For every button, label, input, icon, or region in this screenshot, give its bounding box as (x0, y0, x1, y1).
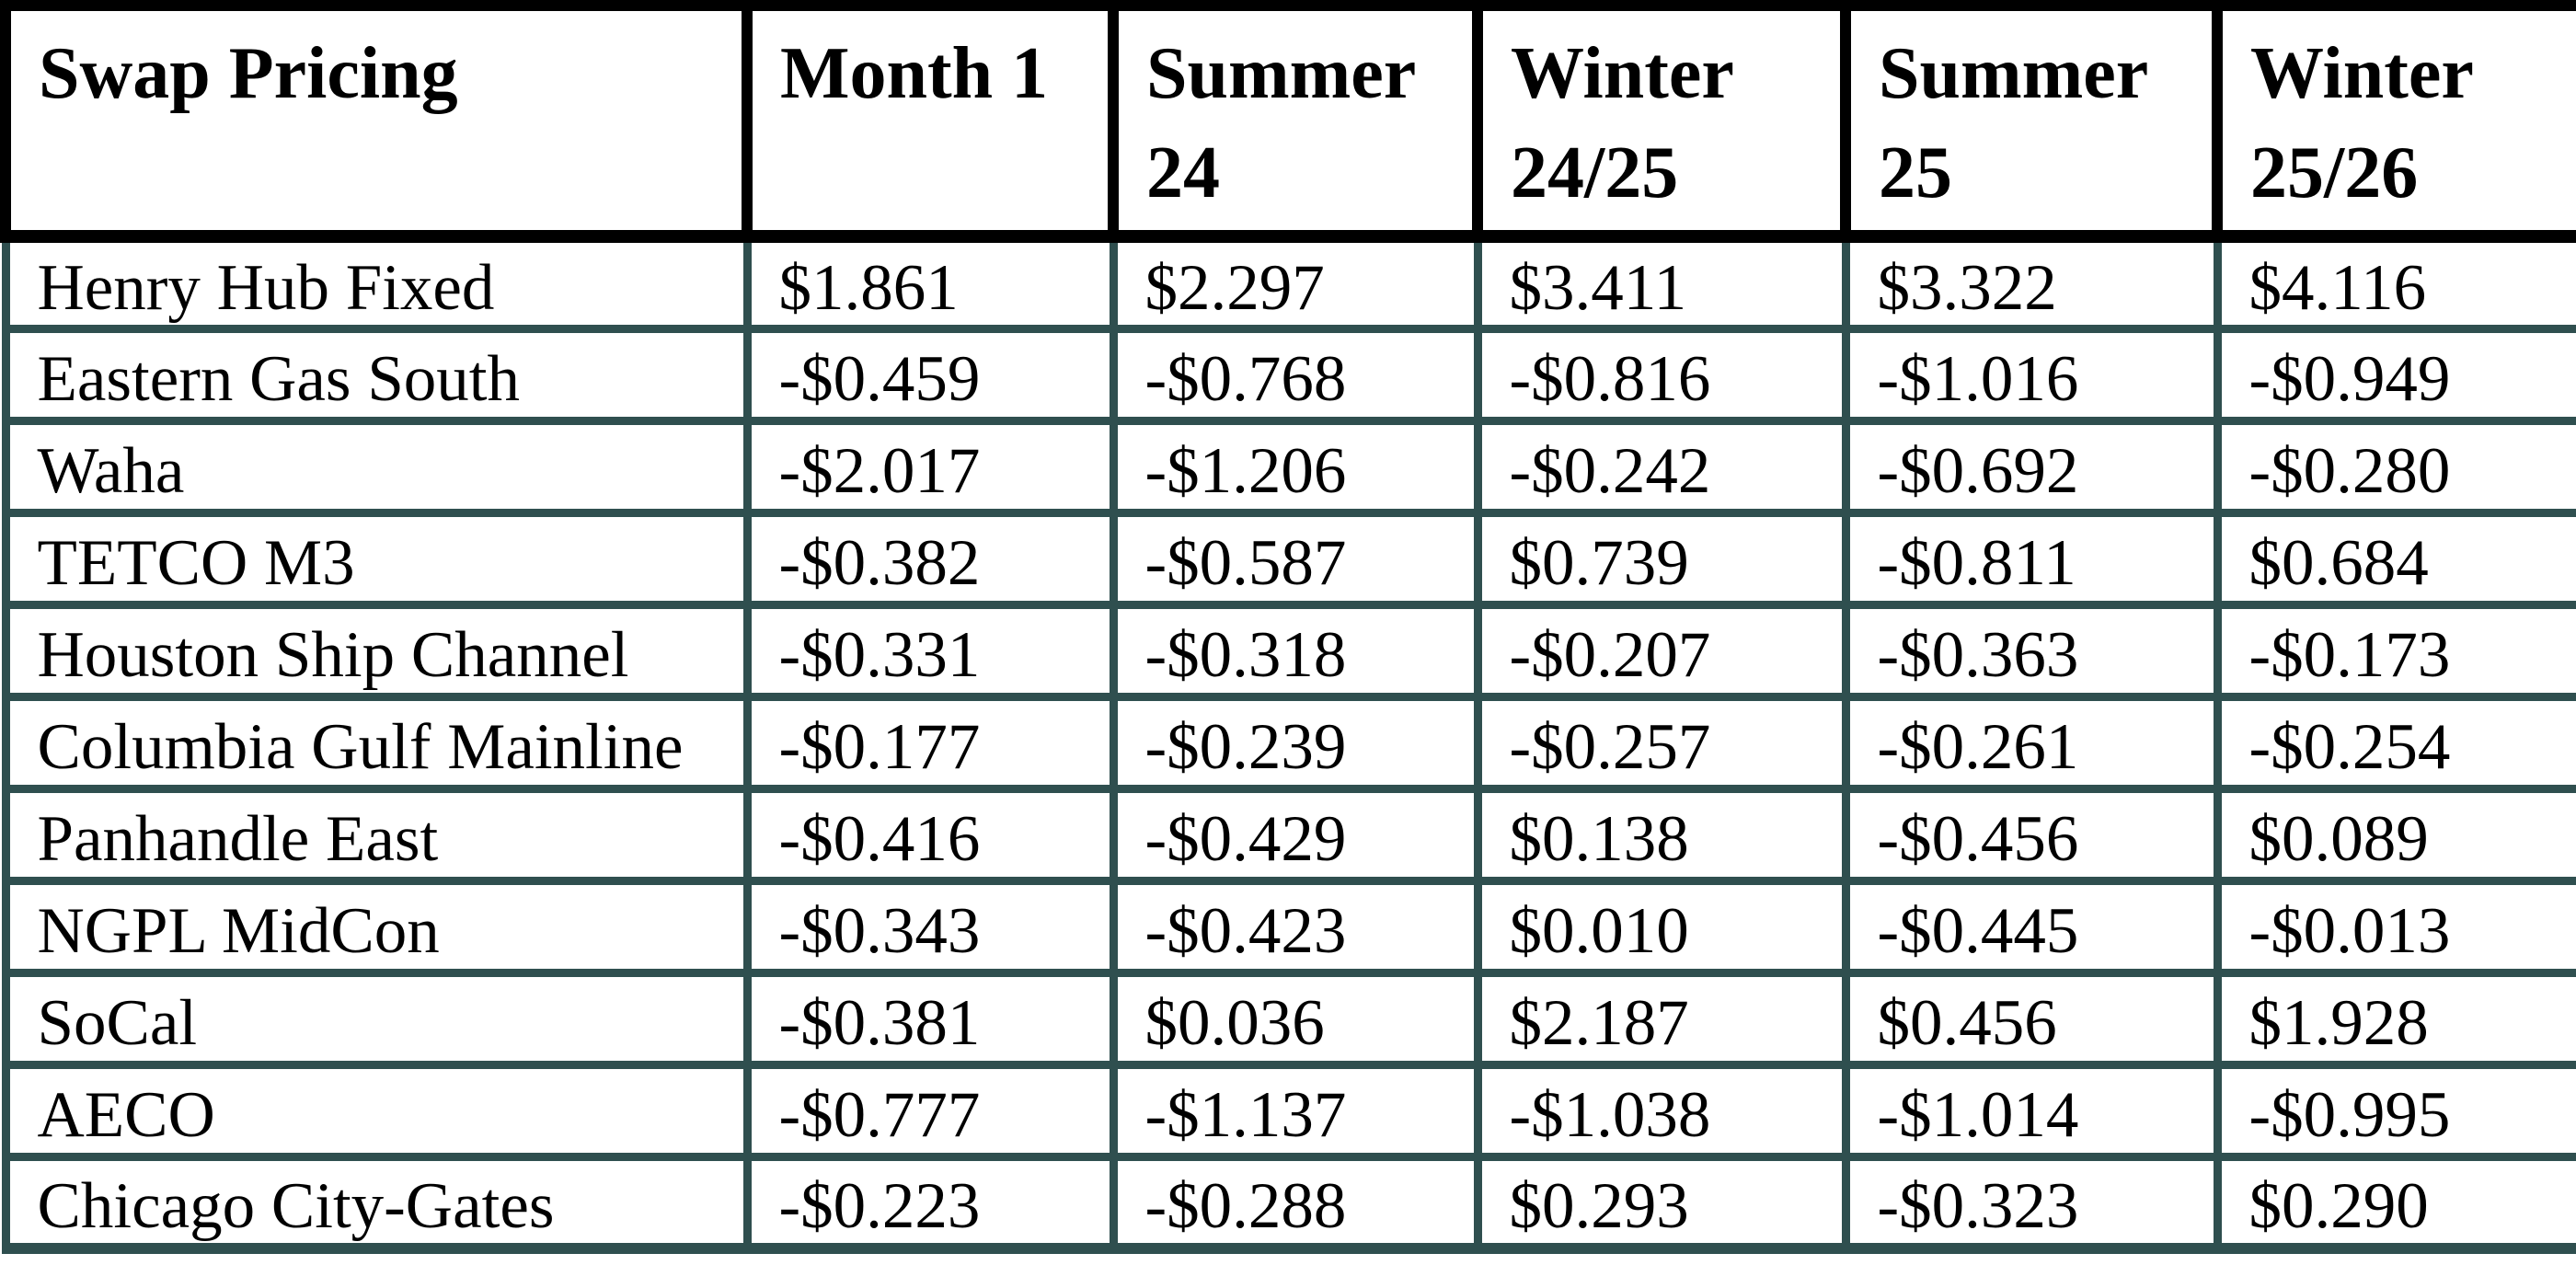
price-cell: -$0.261 (1841, 692, 2222, 793)
price-cell: $2.297 (1109, 232, 1482, 333)
table-row: Columbia Gulf Mainline -$0.177 -$0.239 -$0.… (1, 692, 2576, 793)
price-cell: $3.411 (1473, 232, 1850, 333)
row-label: Eastern Gas South (1, 324, 752, 425)
price-cell: -$0.257 (1473, 692, 1850, 793)
price-cell: $0.456 (1841, 968, 2222, 1069)
column-header-1: Month 1 (742, 0, 1119, 243)
table-row: TETCO M3 -$0.382 -$0.587 $0.739 -$0.811 $0.68… (1, 508, 2576, 609)
row-label: NGPL MidCon (1, 876, 752, 977)
row-label: Houston Ship Channel (1, 600, 752, 701)
price-cell: -$0.363 (1841, 600, 2222, 701)
price-cell: $1.861 (742, 232, 1118, 333)
row-label: Chicago City-Gates (1, 1152, 752, 1254)
price-cell: $0.138 (1473, 784, 1850, 885)
table-title-header: Swap Pricing (0, 0, 753, 243)
table-row: AECO -$0.777 -$1.137 -$1.038 -$1.014 -$0.995 (1, 1060, 2576, 1161)
price-cell: $0.684 (2213, 508, 2576, 609)
price-cell: -$0.239 (1109, 692, 1482, 793)
column-header-3: Winter 24/25 (1472, 0, 1851, 243)
price-cell: -$0.768 (1109, 324, 1482, 425)
price-cell: -$2.017 (742, 416, 1118, 517)
row-label: Columbia Gulf Mainline (1, 692, 752, 793)
price-cell: $2.187 (1473, 968, 1850, 1069)
price-cell: -$0.288 (1109, 1152, 1482, 1254)
price-cell: -$0.254 (2213, 692, 2576, 793)
table-row: Houston Ship Channel -$0.331 -$0.318 -$0.20… (1, 600, 2576, 701)
price-cell: -$0.381 (742, 968, 1118, 1069)
price-cell: -$1.038 (1473, 1060, 1850, 1161)
price-cell: -$0.995 (2213, 1060, 2576, 1161)
column-header-2: Summer 24 (1108, 0, 1483, 243)
price-cell: -$0.416 (742, 784, 1118, 885)
row-label: TETCO M3 (1, 508, 752, 609)
price-cell: -$0.423 (1109, 876, 1482, 977)
table-row: Chicago City-Gates -$0.223 -$0.288 $0.293 -$… (1, 1152, 2576, 1254)
price-cell: -$0.445 (1841, 876, 2222, 977)
row-label: Panhandle East (1, 784, 752, 885)
price-cell: -$0.459 (742, 324, 1118, 425)
price-cell: $0.036 (1109, 968, 1482, 1069)
price-cell: -$0.280 (2213, 416, 2576, 517)
price-cell: -$0.816 (1473, 324, 1850, 425)
price-cell: -$0.242 (1473, 416, 1850, 517)
price-cell: $0.010 (1473, 876, 1850, 977)
price-cell: $1.928 (2213, 968, 2576, 1069)
row-label: Waha (1, 416, 752, 517)
row-label: SoCal (1, 968, 752, 1069)
price-cell: -$0.949 (2213, 324, 2576, 425)
table-row: Eastern Gas South -$0.459 -$0.768 -$0.816 -$… (1, 324, 2576, 425)
price-cell: -$0.323 (1841, 1152, 2222, 1254)
price-cell: -$0.587 (1109, 508, 1482, 609)
row-label: Henry Hub Fixed (1, 232, 752, 333)
table-row: Waha -$2.017 -$1.206 -$0.242 -$0.692 -$0.280 (1, 416, 2576, 517)
price-cell: -$0.382 (742, 508, 1118, 609)
price-cell: -$1.014 (1841, 1060, 2222, 1161)
column-header-4: Summer 25 (1840, 0, 2223, 243)
price-cell: -$0.013 (2213, 876, 2576, 977)
table-row: SoCal -$0.381 $0.036 $2.187 $0.456 $1.928 (1, 968, 2576, 1069)
price-cell: -$0.318 (1109, 600, 1482, 701)
price-cell: $0.739 (1473, 508, 1850, 609)
price-cell: -$1.016 (1841, 324, 2222, 425)
price-cell: -$0.692 (1841, 416, 2222, 517)
price-cell: -$0.343 (742, 876, 1118, 977)
price-cell: -$0.811 (1841, 508, 2222, 609)
column-header-5: Winter 25/26 (2212, 0, 2576, 243)
price-cell: -$0.177 (742, 692, 1118, 793)
table-row: Panhandle East -$0.416 -$0.429 $0.138 -$0.45… (1, 784, 2576, 885)
price-cell: -$0.456 (1841, 784, 2222, 885)
price-cell: -$1.206 (1109, 416, 1482, 517)
swap-pricing-table: Swap Pricing Month 1 Summer 24 Winter 24/2… (0, 0, 2576, 1254)
price-cell: $4.116 (2213, 232, 2576, 333)
price-cell: -$0.207 (1473, 600, 1850, 701)
header-row: Swap Pricing Month 1 Summer 24 Winter 24/2… (0, 0, 2576, 243)
row-label: AECO (1, 1060, 752, 1161)
price-cell: -$0.331 (742, 600, 1118, 701)
table-row: Henry Hub Fixed $1.861 $2.297 $3.411 $3.322 $… (1, 232, 2576, 333)
price-cell: $0.290 (2213, 1152, 2576, 1254)
price-cell: $0.089 (2213, 784, 2576, 885)
price-cell: -$0.223 (742, 1152, 1118, 1254)
price-cell: $0.293 (1473, 1152, 1850, 1254)
table-row: NGPL MidCon -$0.343 -$0.423 $0.010 -$0.445 -$… (1, 876, 2576, 977)
price-cell: -$0.429 (1109, 784, 1482, 885)
price-cell: -$1.137 (1109, 1060, 1482, 1161)
price-cell: -$0.777 (742, 1060, 1118, 1161)
table-body: Henry Hub Fixed $1.861 $2.297 $3.411 $3.322 $… (1, 232, 2576, 1254)
price-cell: -$0.173 (2213, 600, 2576, 701)
price-cell: $3.322 (1841, 232, 2222, 333)
